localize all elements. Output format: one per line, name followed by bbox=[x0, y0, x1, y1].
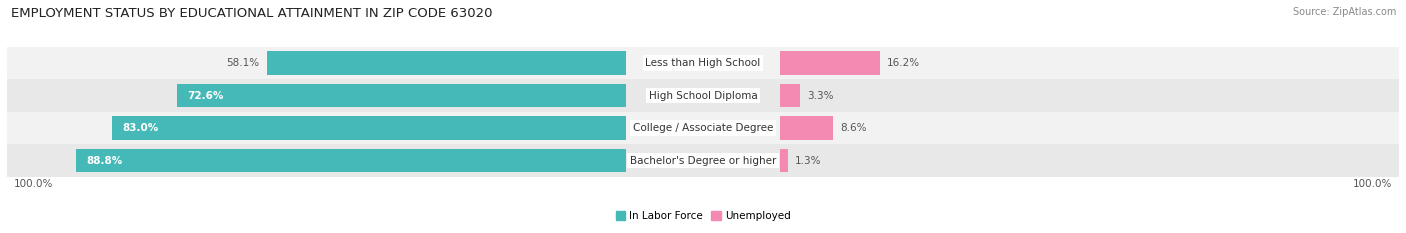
Text: 72.6%: 72.6% bbox=[187, 91, 224, 101]
Bar bbox=[7, 47, 1399, 79]
Bar bbox=[779, 84, 800, 107]
Bar bbox=[112, 116, 627, 140]
Text: 83.0%: 83.0% bbox=[122, 123, 159, 133]
Bar bbox=[779, 51, 880, 75]
Text: 58.1%: 58.1% bbox=[226, 58, 260, 68]
Text: EMPLOYMENT STATUS BY EDUCATIONAL ATTAINMENT IN ZIP CODE 63020: EMPLOYMENT STATUS BY EDUCATIONAL ATTAINM… bbox=[11, 7, 492, 20]
Bar bbox=[7, 79, 1399, 112]
Text: 16.2%: 16.2% bbox=[887, 58, 920, 68]
Text: Bachelor's Degree or higher: Bachelor's Degree or higher bbox=[630, 156, 776, 166]
Text: 8.6%: 8.6% bbox=[839, 123, 866, 133]
Legend: In Labor Force, Unemployed: In Labor Force, Unemployed bbox=[612, 207, 794, 226]
Text: 88.8%: 88.8% bbox=[87, 156, 124, 166]
Bar bbox=[779, 149, 787, 172]
Text: 100.0%: 100.0% bbox=[1353, 179, 1392, 189]
Bar bbox=[267, 51, 627, 75]
Text: Source: ZipAtlas.com: Source: ZipAtlas.com bbox=[1292, 7, 1396, 17]
Text: Less than High School: Less than High School bbox=[645, 58, 761, 68]
Text: 100.0%: 100.0% bbox=[14, 179, 53, 189]
Text: High School Diploma: High School Diploma bbox=[648, 91, 758, 101]
Bar bbox=[177, 84, 627, 107]
Bar bbox=[7, 144, 1399, 177]
Text: 3.3%: 3.3% bbox=[807, 91, 834, 101]
Text: 1.3%: 1.3% bbox=[794, 156, 821, 166]
Bar bbox=[7, 112, 1399, 144]
Text: College / Associate Degree: College / Associate Degree bbox=[633, 123, 773, 133]
Bar bbox=[76, 149, 627, 172]
Bar bbox=[779, 116, 832, 140]
